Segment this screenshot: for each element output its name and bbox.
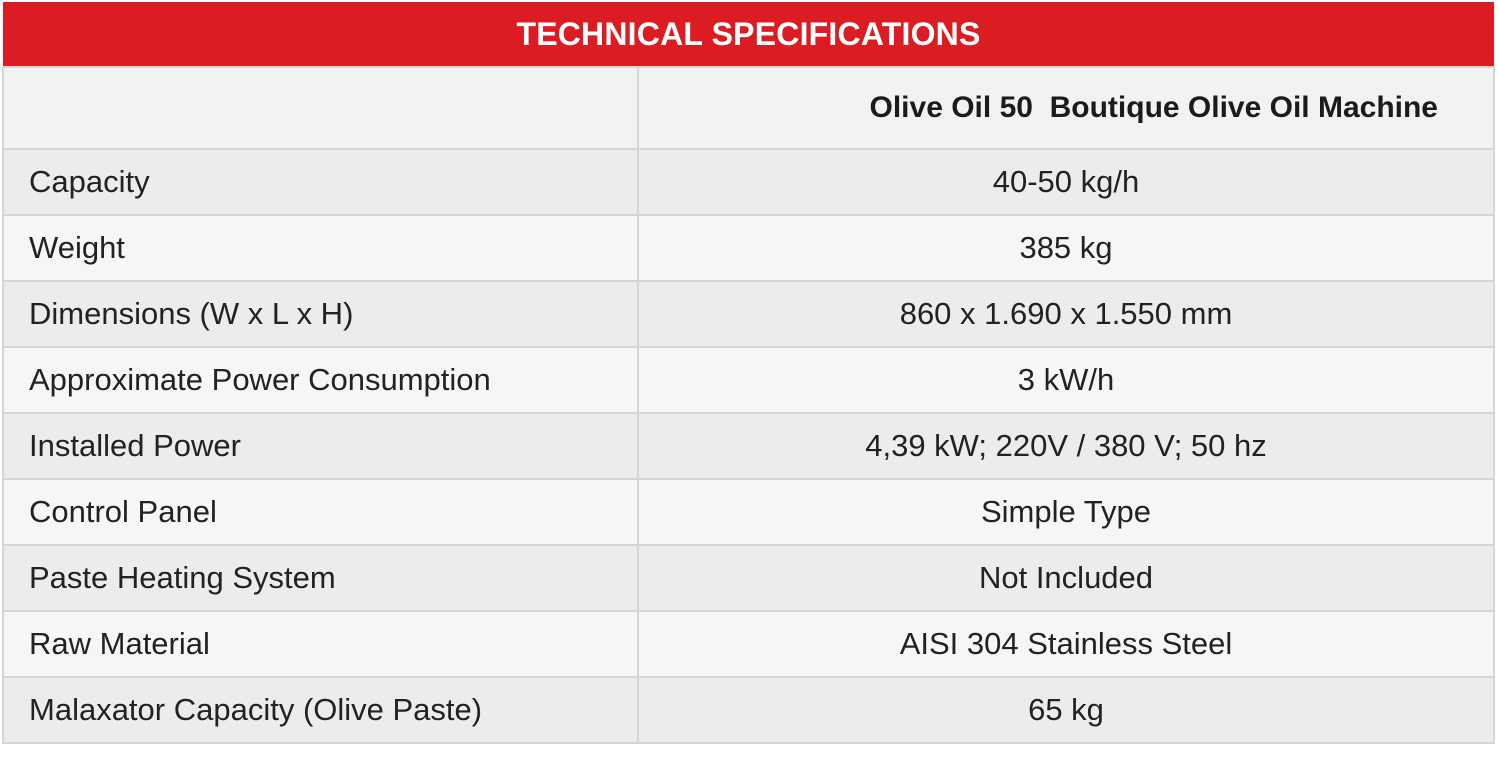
spec-label: Control Panel — [2, 478, 639, 546]
spec-value: AISI 304 Stainless Steel — [637, 610, 1495, 678]
spec-value: Simple Type — [637, 478, 1495, 546]
spec-label: Weight — [2, 214, 639, 282]
spec-label: Raw Material — [2, 610, 639, 678]
table-row: Raw Material AISI 304 Stainless Steel — [2, 610, 1495, 678]
spec-value: 860 x 1.690 x 1.550 mm — [637, 280, 1495, 348]
spec-label: Paste Heating System — [2, 544, 639, 612]
table-row: Paste Heating System Not Included — [2, 544, 1495, 612]
spec-value: 40-50 kg/h — [637, 148, 1495, 216]
header-row: Olive Oil 50 Boutique Olive Oil Machine — [2, 66, 1495, 150]
product-name: Olive Oil 50 Boutique Olive Oil Machine — [637, 66, 1495, 150]
specifications-table: TECHNICAL SPECIFICATIONS Olive Oil 50 Bo… — [2, 2, 1495, 744]
table-row: Malaxator Capacity (Olive Paste) 65 kg — [2, 676, 1495, 744]
table-row: Installed Power 4,39 kW; 220V / 380 V; 5… — [2, 412, 1495, 480]
spec-label: Installed Power — [2, 412, 639, 480]
table-row: Control Panel Simple Type — [2, 478, 1495, 546]
spec-value: Not Included — [637, 544, 1495, 612]
table-row: Dimensions (W x L x H) 860 x 1.690 x 1.5… — [2, 280, 1495, 348]
table-title: TECHNICAL SPECIFICATIONS — [3, 2, 1494, 67]
spec-label: Malaxator Capacity (Olive Paste) — [2, 676, 639, 744]
spec-label: Capacity — [2, 148, 639, 216]
spec-label: Dimensions (W x L x H) — [2, 280, 639, 348]
table-row: Capacity 40-50 kg/h — [2, 148, 1495, 216]
spec-value: 4,39 kW; 220V / 380 V; 50 hz — [637, 412, 1495, 480]
spec-value: 385 kg — [637, 214, 1495, 282]
title-row: TECHNICAL SPECIFICATIONS — [3, 2, 1494, 67]
header-empty-cell — [2, 66, 639, 150]
spec-label: Approximate Power Consumption — [2, 346, 639, 414]
spec-value: 3 kW/h — [637, 346, 1495, 414]
spec-value: 65 kg — [637, 676, 1495, 744]
table-row: Weight 385 kg — [2, 214, 1495, 282]
table-row: Approximate Power Consumption 3 kW/h — [2, 346, 1495, 414]
